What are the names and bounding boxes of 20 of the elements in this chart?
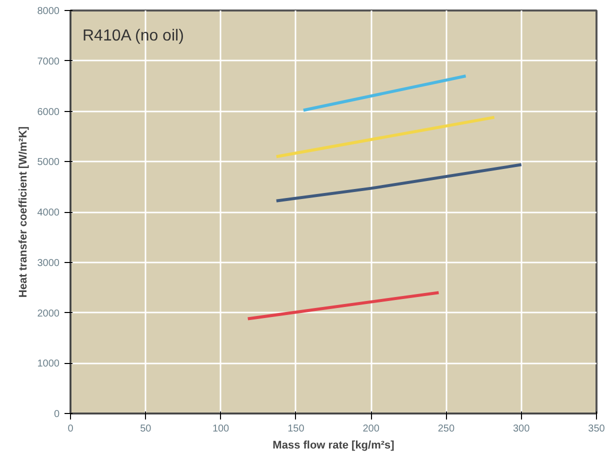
y-tick-label: 6000 bbox=[37, 106, 60, 118]
y-tick-label: 8000 bbox=[37, 6, 60, 17]
y-tick-label: 1000 bbox=[37, 358, 60, 370]
x-tick-label: 250 bbox=[438, 424, 455, 434]
y-tick-label: 0 bbox=[54, 409, 60, 420]
y-tick-label: 7000 bbox=[37, 56, 60, 68]
x-tick-label: 350 bbox=[588, 424, 606, 434]
y-tick-label: 5000 bbox=[37, 157, 60, 168]
x-axis-title: Mass flow rate [kg/m²s] bbox=[272, 440, 395, 452]
text: R410A (no oil) bbox=[82, 28, 184, 44]
x-tick-label: 200 bbox=[362, 424, 380, 434]
y-axis-title: Heat transfer coefficient [W/m²K] bbox=[17, 126, 30, 298]
y-tick-label: 4000 bbox=[37, 208, 60, 218]
x-tick-label: 150 bbox=[288, 424, 305, 434]
x-tick-label: 100 bbox=[212, 424, 230, 434]
y-tick-label: 3000 bbox=[37, 258, 60, 269]
y-tick-label: 2000 bbox=[37, 308, 60, 320]
x-tick-label: 300 bbox=[513, 424, 530, 434]
x-tick-label: 0 bbox=[68, 424, 74, 434]
x-tick-label: 50 bbox=[140, 424, 152, 434]
